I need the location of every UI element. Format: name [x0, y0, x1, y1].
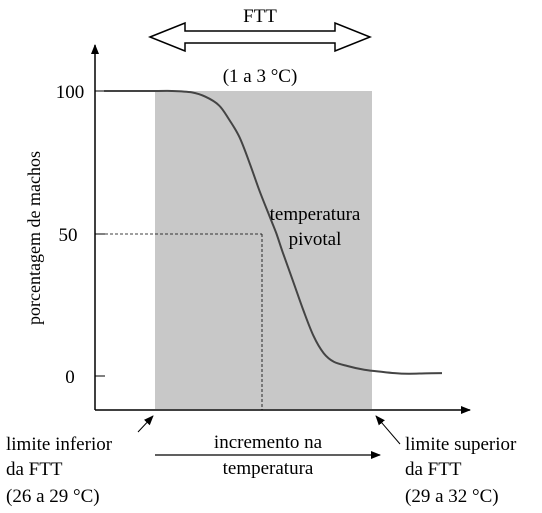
upper-limit-pointer: [375, 415, 401, 445]
lower-limit-pointer: [137, 415, 154, 433]
pivotal-label-line1: temperatura: [270, 204, 361, 225]
increment-label-line1: incremento na: [214, 432, 323, 453]
increment-label-line2: temperatura: [223, 458, 314, 479]
upper-limit-line2: da FTT: [405, 459, 462, 480]
y-axis-label: porcentagem de machos: [24, 151, 44, 325]
lower-limit-line3: (26 a 29 °C): [6, 486, 100, 507]
ftt-range-label: (1 a 3 °C): [223, 66, 298, 87]
upper-limit-line1: limite superior: [405, 434, 517, 455]
sex-ratio-curve: [104, 89, 443, 375]
ftt-label: FTT: [243, 6, 277, 27]
y-tick-label-100: 100: [56, 82, 85, 103]
y-tick-label-50: 50: [59, 225, 78, 246]
lower-limit-line2: da FTT: [6, 459, 63, 480]
ftt-shaded-region: [155, 91, 372, 409]
upper-limit-line3: (29 a 32 °C): [405, 486, 499, 507]
ftt-double-arrow: [147, 21, 373, 53]
pivotal-label-line2: pivotal: [289, 229, 342, 250]
lower-limit-line1: limite inferior: [6, 434, 113, 455]
y-tick-label-0: 0: [65, 367, 75, 388]
